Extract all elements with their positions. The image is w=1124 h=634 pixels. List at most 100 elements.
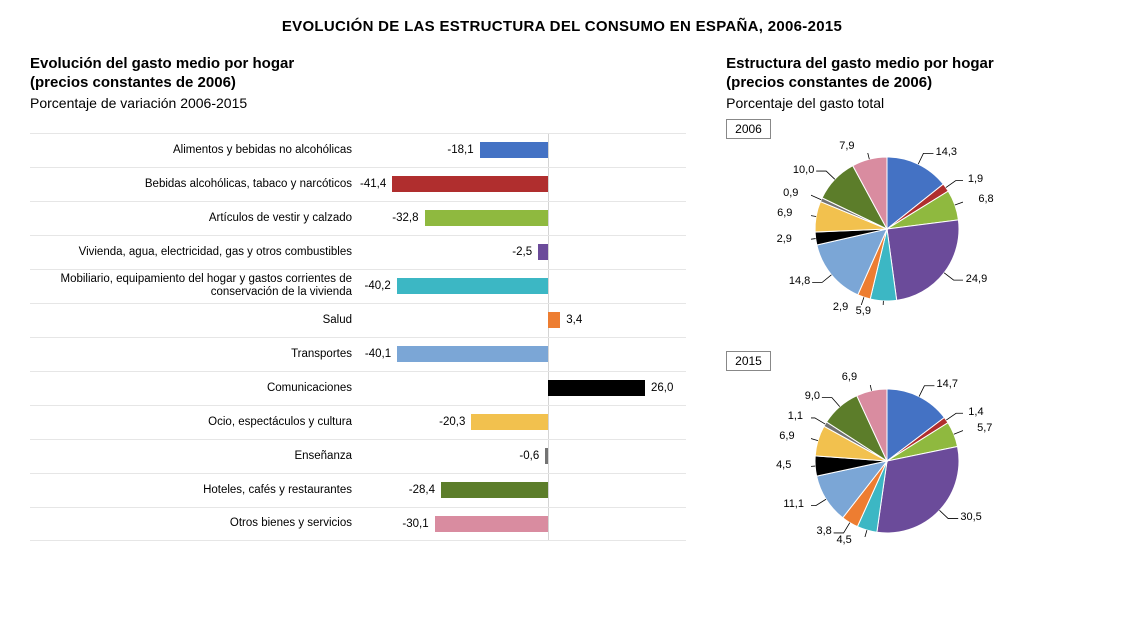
right-panel: Estructura del gasto medio por hogar (pr… — [726, 55, 1094, 575]
bar-area: -0,6 — [360, 440, 686, 473]
pie-value-label: 4,5 — [776, 459, 791, 471]
pie-value-label: 5,7 — [977, 422, 992, 434]
bar-label: Ocio, espectáculos y cultura — [30, 416, 360, 429]
pie-chart-svg — [811, 153, 963, 305]
bar-value: 3,4 — [566, 314, 582, 326]
bar-value: -2,5 — [512, 246, 532, 258]
bar-area: -20,3 — [360, 406, 686, 439]
pie-leader-line — [940, 510, 959, 518]
bar-label: Comunicaciones — [30, 382, 360, 395]
bar-area: 26,0 — [360, 372, 686, 405]
bar-value: -40,1 — [365, 348, 391, 360]
bar-row: Artículos de vestir y calzado-32,8 — [30, 201, 686, 235]
bar-rect — [392, 176, 547, 192]
pie-holder: 14,31,96,824,95,92,914,82,96,90,910,07,9 — [726, 143, 1066, 343]
pie-value-label: 1,1 — [788, 410, 803, 422]
pie-leader-line — [918, 153, 933, 164]
bar-rect — [545, 448, 547, 464]
bar-row: Salud 3,4 — [30, 303, 686, 337]
pie-leader-line — [811, 499, 826, 505]
pie-leader-line — [873, 300, 884, 304]
bar-area: -18,1 — [360, 134, 686, 167]
right-title-line1: Estructura del gasto medio por hogar — [726, 55, 1094, 74]
bar-chart: Alimentos y bebidas no alcohólicas-18,1B… — [30, 133, 686, 541]
pie-value-label: 1,4 — [968, 406, 983, 418]
bar-row: Vivienda, agua, electricidad, gas y otro… — [30, 235, 686, 269]
page-title: EVOLUCIÓN DE LAS ESTRUCTURA DEL CONSUMO … — [0, 0, 1124, 35]
pie-value-label: 14,8 — [789, 275, 810, 287]
pie-leader-line — [811, 466, 815, 467]
axis-zero — [548, 202, 549, 235]
pie-leader-line — [834, 522, 850, 532]
bar-rect — [548, 380, 646, 396]
right-subtitle: Porcentaje del gasto total — [726, 95, 1094, 111]
bar-row: Bebidas alcohólicas, tabaco y narcóticos… — [30, 167, 686, 201]
pie-leader-line — [946, 413, 963, 420]
bar-area: 3,4 — [360, 304, 686, 337]
bar-rect — [425, 210, 548, 226]
content: Evolución del gasto medio por hogar (pre… — [0, 35, 1124, 575]
left-title-line2: (precios constantes de 2006) — [30, 74, 686, 93]
bar-label: Salud — [30, 314, 360, 327]
pie-leader-line — [816, 171, 835, 179]
pie-leader-line — [811, 214, 816, 216]
bar-row: Hoteles, cafés y restaurantes -28,4 — [30, 473, 686, 507]
pie-slice — [887, 219, 959, 299]
axis-zero — [548, 440, 549, 473]
axis-zero — [548, 406, 549, 439]
pie-leader-line — [822, 397, 840, 406]
pie-leader-line — [946, 180, 963, 187]
right-title-line2: (precios constantes de 2006) — [726, 74, 1094, 93]
pie-block: 201514,71,45,730,54,53,811,14,56,91,19,0… — [726, 351, 1094, 575]
bar-row: Comunicaciones 26,0 — [30, 371, 686, 405]
bar-label: Hoteles, cafés y restaurantes — [30, 484, 360, 497]
pie-chart-svg — [811, 385, 963, 537]
pie-value-label: 0,9 — [783, 187, 798, 199]
bar-area: -32,8 — [360, 202, 686, 235]
pie-value-label: 11,1 — [783, 498, 804, 510]
pie-leader-line — [812, 274, 831, 282]
bar-label: Bebidas alcohólicas, tabaco y narcóticos — [30, 178, 360, 191]
bar-label: Mobiliario, equipamiento del hogar y gas… — [30, 273, 360, 298]
bar-rect — [548, 312, 561, 328]
bar-area: -41,4 — [360, 168, 686, 201]
bar-rect — [480, 142, 548, 158]
axis-zero — [548, 236, 549, 269]
pie-leader-line — [954, 429, 963, 433]
bar-area: -30,1 — [360, 508, 686, 540]
bar-label: Transportes — [30, 348, 360, 361]
pie-value-label: 6,9 — [842, 371, 857, 383]
bar-label: Alimentos y bebidas no alcohólicas — [30, 144, 360, 157]
pie-charts: 200614,31,96,824,95,92,914,82,96,90,910,… — [726, 119, 1094, 575]
bar-rect — [538, 244, 547, 260]
left-title-line1: Evolución del gasto medio por hogar — [30, 55, 686, 74]
bar-row: Mobiliario, equipamiento del hogar y gas… — [30, 269, 686, 303]
bar-value: -32,8 — [392, 212, 418, 224]
bar-value: -20,3 — [439, 416, 465, 428]
axis-zero — [548, 168, 549, 201]
axis-zero — [548, 134, 549, 167]
left-panel: Evolución del gasto medio por hogar (pre… — [30, 55, 686, 575]
bar-row: Otros bienes y servicios-30,1 — [30, 507, 686, 541]
pie-value-label: 6,8 — [978, 193, 993, 205]
pie-value-label: 2,9 — [777, 233, 792, 245]
bar-rect — [441, 482, 548, 498]
pie-leader-line — [811, 194, 821, 199]
pie-leader-line — [859, 385, 872, 391]
bar-value: -40,2 — [365, 280, 391, 292]
pie-leader-line — [811, 417, 825, 423]
pie-value-label: 5,9 — [856, 305, 871, 317]
bar-area: -40,1 — [360, 338, 686, 371]
pie-leader-line — [919, 385, 934, 396]
pie-value-label: 6,9 — [777, 207, 792, 219]
pie-leader-line — [944, 272, 963, 279]
axis-zero — [548, 508, 549, 540]
pie-value-label: 1,9 — [968, 173, 983, 185]
bar-rect — [471, 414, 547, 430]
bar-value: -28,4 — [409, 484, 435, 496]
bar-value: 26,0 — [651, 382, 673, 394]
left-subtitle: Porcentaje de variación 2006-2015 — [30, 95, 686, 111]
pie-leader-line — [850, 297, 864, 305]
bar-area: -2,5 — [360, 236, 686, 269]
axis-zero — [548, 338, 549, 371]
